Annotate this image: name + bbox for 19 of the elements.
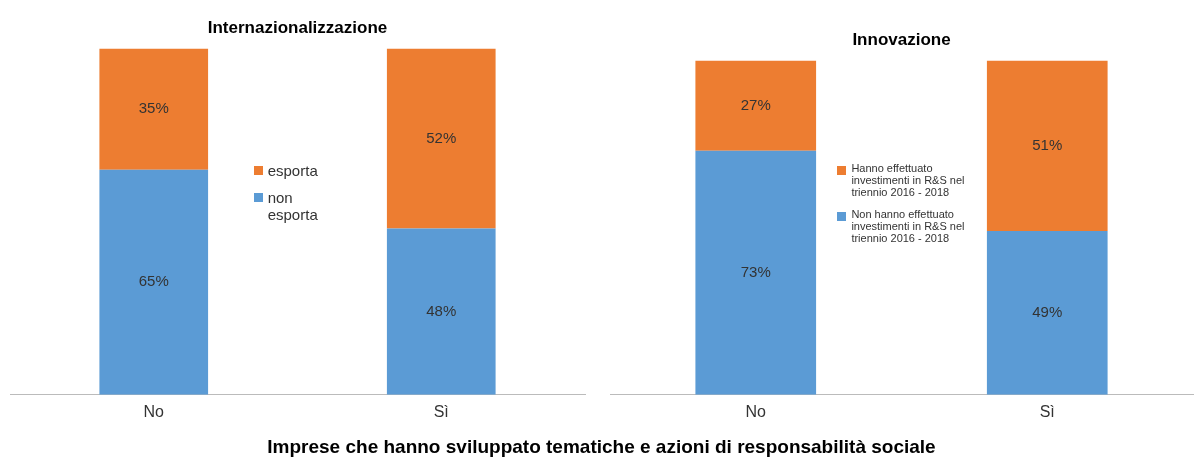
legend-label: non esporta bbox=[267, 189, 319, 223]
legend-label: Hanno effettuato investimenti in R&S nel triennio 2016 - 2018 bbox=[851, 162, 966, 198]
data-label: 51% bbox=[1032, 135, 1063, 153]
data-label: 65% bbox=[138, 272, 169, 290]
x-tick-label: No bbox=[143, 402, 165, 420]
data-label: 35% bbox=[138, 99, 169, 117]
data-label: 73% bbox=[740, 262, 771, 280]
legend-label: esporta bbox=[267, 162, 318, 179]
data-label: 52% bbox=[426, 128, 457, 146]
data-label: 27% bbox=[740, 95, 771, 113]
chart-title: Internazionalizzazione bbox=[207, 17, 388, 37]
data-label: 49% bbox=[1032, 303, 1063, 321]
data-label: 48% bbox=[426, 301, 457, 319]
legend-label: Non hanno effettuato investimenti in R&S nel triennio 2016 - 2018 bbox=[851, 208, 966, 244]
x-tick-label: Sì bbox=[433, 402, 449, 420]
chart-title: Innovazione bbox=[852, 29, 951, 49]
text: Imprese che hanno sviluppato tematiche e azioni di responsabilità sociale bbox=[266, 436, 937, 458]
x-tick-label: Sì bbox=[1039, 402, 1055, 420]
x-tick-label: No bbox=[745, 402, 767, 420]
